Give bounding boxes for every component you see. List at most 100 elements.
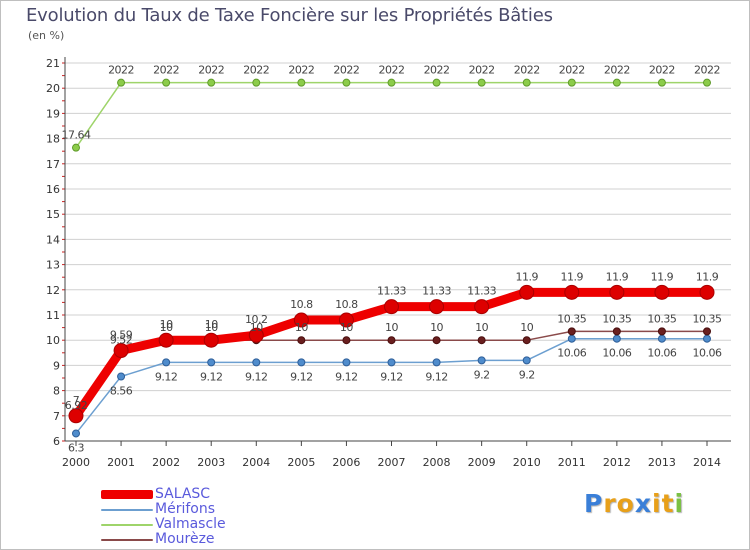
- x-tick-label: 2007: [378, 456, 406, 469]
- data-label-merifons: 9.12: [245, 370, 268, 383]
- data-point-salasc: [609, 284, 625, 300]
- legend-item-merifons[interactable]: Mérifons: [101, 501, 301, 517]
- data-label-salasc: 10.8: [335, 298, 358, 311]
- data-label-moureze: 10: [295, 321, 308, 334]
- data-point-merifons: [297, 358, 306, 367]
- data-label-valmascle: 2022: [333, 64, 359, 77]
- y-tick-label: 7: [53, 410, 60, 423]
- data-point-valmascle: [207, 78, 216, 87]
- data-point-moureze: [612, 327, 621, 336]
- series: [68, 78, 715, 438]
- data-point-valmascle: [567, 78, 576, 87]
- data-label-valmascle: 17.64: [62, 129, 91, 142]
- data-label-salasc: 10: [205, 318, 218, 331]
- y-tick-label: 16: [46, 183, 60, 196]
- data-point-valmascle: [522, 78, 531, 87]
- series-line-valmascle: [75, 81, 708, 149]
- x-tick-label: 2013: [648, 456, 676, 469]
- data-point-merifons: [612, 334, 621, 343]
- data-point-merifons: [207, 358, 216, 367]
- data-point-valmascle: [657, 78, 666, 87]
- data-point-salasc: [429, 299, 445, 315]
- data-label-valmascle: 2022: [198, 64, 224, 77]
- data-label-salasc: 11.9: [606, 270, 629, 283]
- data-label-moureze: 10: [520, 321, 533, 334]
- data-point-valmascle: [432, 78, 441, 87]
- y-tick-label: 19: [46, 107, 60, 120]
- data-label-valmascle: 2022: [108, 64, 134, 77]
- data-point-merifons: [117, 372, 126, 381]
- data-point-valmascle: [612, 78, 621, 87]
- x-tick-label: 2009: [468, 456, 496, 469]
- y-tick-label: 6: [53, 435, 60, 448]
- y-tick-label: 18: [46, 133, 60, 146]
- legend-swatch-moureze: [101, 539, 153, 541]
- data-point-salasc: [248, 327, 264, 343]
- data-label-valmascle: 2022: [288, 64, 314, 77]
- data-label-merifons: 10.06: [647, 347, 676, 360]
- data-label-moureze: 10: [430, 321, 443, 334]
- data-point-salasc: [654, 284, 670, 300]
- y-tick-label: 9: [53, 359, 60, 372]
- x-tick-label: 2014: [693, 456, 721, 469]
- data-point-valmascle: [297, 78, 306, 87]
- data-label-salasc: 10.8: [290, 298, 313, 311]
- logo-letter: t: [661, 489, 675, 518]
- x-tick-label: 2008: [423, 456, 451, 469]
- data-label-moureze: 10: [385, 321, 398, 334]
- data-point-salasc: [384, 299, 399, 315]
- data-label-valmascle: 2022: [243, 64, 269, 77]
- y-tick-label: 10: [46, 334, 60, 347]
- data-label-valmascle: 2022: [559, 64, 585, 77]
- legend-label-salasc: SALASC: [155, 486, 211, 502]
- data-label-valmascle: 2022: [469, 64, 495, 77]
- grid: [65, 62, 731, 442]
- legend-item-moureze[interactable]: Mourèze: [101, 531, 301, 547]
- data-point-moureze: [703, 327, 711, 336]
- data-point-moureze: [432, 336, 441, 345]
- data-point-merifons: [477, 356, 486, 365]
- data-label-valmascle: 2022: [153, 64, 179, 77]
- data-point-salasc: [158, 332, 174, 348]
- data-label-salasc: 10.2: [245, 313, 268, 326]
- logo-letter: o: [616, 489, 635, 518]
- data-label-salasc: 11.33: [377, 285, 406, 298]
- legend-item-valmascle[interactable]: Valmascle: [101, 516, 301, 532]
- data-point-merifons: [522, 356, 531, 365]
- data-label-valmascle: 2022: [604, 64, 630, 77]
- legend-swatch-valmascle: [101, 524, 153, 526]
- data-point-moureze: [387, 336, 396, 345]
- data-label-salasc: 11.9: [561, 270, 584, 283]
- data-point-salasc: [519, 284, 535, 300]
- data-point-merifons: [567, 334, 576, 343]
- data-point-merifons: [387, 358, 396, 367]
- data-label-moureze: 10: [250, 321, 263, 334]
- y-tick-label: 14: [46, 233, 60, 246]
- data-point-valmascle: [117, 78, 126, 87]
- y-tick-label: 21: [46, 57, 60, 70]
- data-label-merifons: 9.2: [519, 368, 535, 381]
- data-label-merifons: 9.12: [335, 370, 358, 383]
- legend-item-salasc[interactable]: SALASC: [101, 486, 301, 502]
- x-tick-label: 2003: [197, 456, 225, 469]
- data-label-moureze: 9.52: [110, 333, 133, 346]
- x-tick-label: 2011: [558, 456, 586, 469]
- data-label-merifons: 9.12: [200, 370, 223, 383]
- data-label-moureze: 10.35: [602, 312, 631, 325]
- logo-letter: x: [634, 489, 652, 518]
- data-label-salasc: 11.33: [422, 285, 451, 298]
- data-label-moureze: 10: [340, 321, 353, 334]
- data-point-valmascle: [477, 78, 486, 87]
- logo-letter: i: [652, 489, 662, 518]
- data-point-moureze: [342, 336, 351, 345]
- legend-swatch-salasc: [101, 490, 153, 499]
- data-point-merifons: [432, 358, 441, 367]
- x-tick-label: 2012: [603, 456, 631, 469]
- legend-label-valmascle: Valmascle: [155, 516, 226, 532]
- data-point-valmascle: [162, 78, 171, 87]
- unit-label: (en %): [28, 29, 65, 42]
- data-labels: 17.64 2022 2022 2022 2022 2022 2022 2022 2022 202…: [62, 64, 723, 455]
- data-point-valmascle: [72, 143, 80, 152]
- data-point-merifons: [72, 429, 80, 438]
